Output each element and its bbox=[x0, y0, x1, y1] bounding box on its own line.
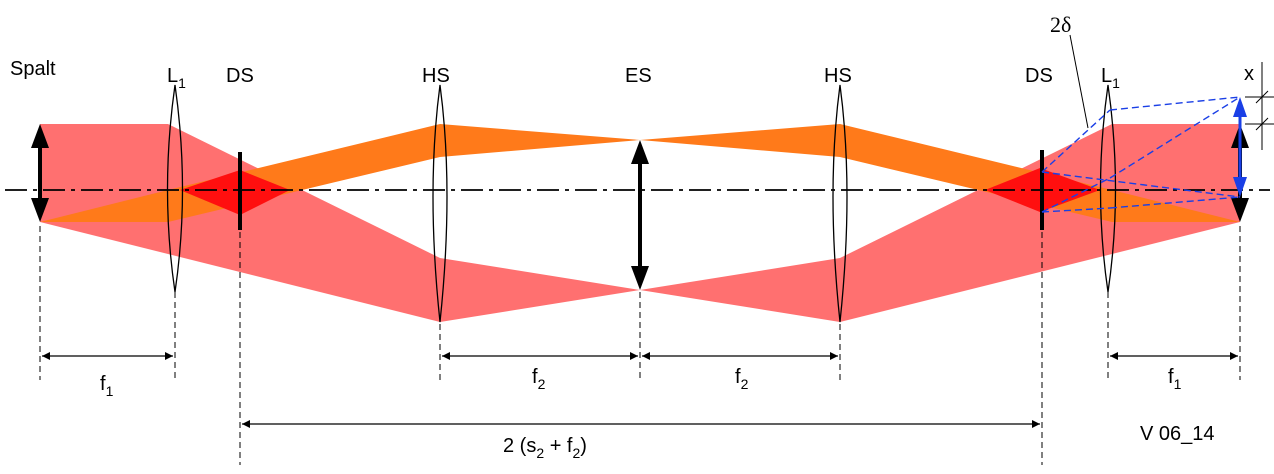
extension-lines bbox=[39, 226, 1241, 465]
label-f1-left: f1 bbox=[100, 373, 114, 399]
label-hs-left: HS bbox=[422, 65, 450, 87]
label-f1-right: f1 bbox=[1168, 366, 1182, 392]
overlap-left bbox=[180, 170, 290, 215]
tilted-beam-dashed bbox=[1041, 96, 1241, 213]
label-es: ES bbox=[625, 65, 652, 87]
x-slash-bottom bbox=[1255, 117, 1269, 131]
output-arrow-head-bottom bbox=[1231, 198, 1249, 222]
figure-id: V 06_14 bbox=[1140, 423, 1215, 445]
beam-orange-center bbox=[440, 124, 840, 157]
label-ds-right: DS bbox=[1025, 65, 1053, 87]
shifted-arrow-head-top bbox=[1233, 97, 1247, 117]
label-total: 2 (s2 + f2) bbox=[503, 435, 587, 461]
label-f2-left: f2 bbox=[532, 366, 546, 392]
label-spalt: Spalt bbox=[10, 58, 56, 80]
label-hs-right: HS bbox=[824, 65, 852, 87]
x-slash-top bbox=[1255, 90, 1269, 104]
label-ds-left: DS bbox=[226, 65, 254, 87]
slit-arrow-head-top bbox=[31, 124, 49, 148]
label-two-delta: 2δ bbox=[1050, 12, 1071, 37]
slit-arrow-head-bottom bbox=[31, 198, 49, 222]
label-x: x bbox=[1244, 63, 1254, 85]
label-l1-left: L1 bbox=[167, 65, 186, 91]
shifted-arrow-head-bottom bbox=[1233, 177, 1247, 197]
es-arrow-head-top bbox=[631, 140, 649, 164]
two-delta-leader bbox=[1069, 34, 1089, 129]
label-f2-right: f2 bbox=[735, 366, 749, 392]
lens-hs-right bbox=[832, 84, 848, 323]
label-l1-right: L1 bbox=[1101, 65, 1120, 91]
lens-hs-left bbox=[432, 84, 448, 323]
es-arrow-head-bottom bbox=[631, 266, 649, 290]
